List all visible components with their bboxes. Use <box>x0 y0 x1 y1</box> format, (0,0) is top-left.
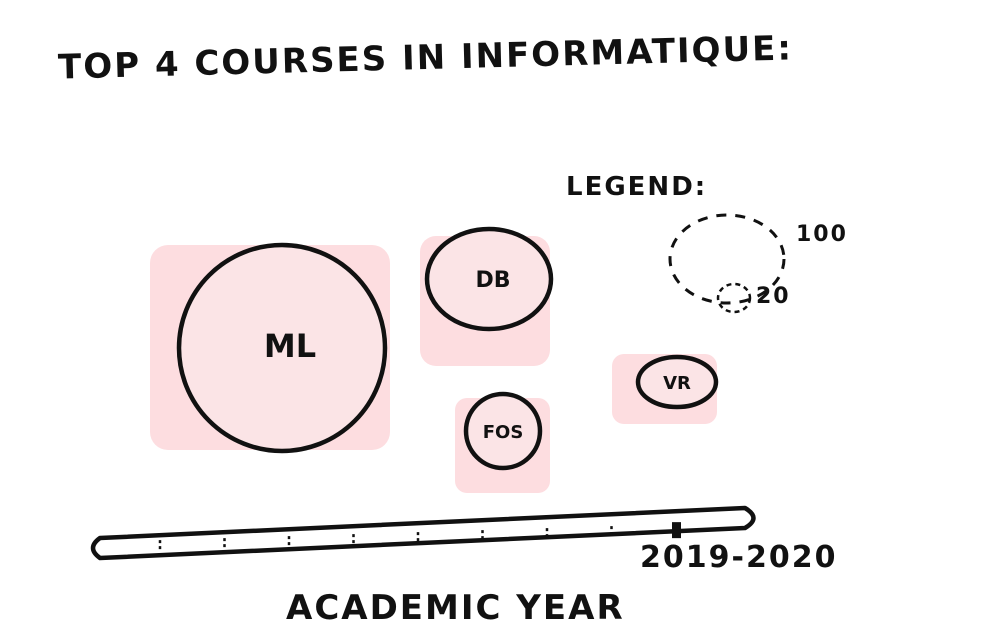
legend-title: LEGEND: <box>566 172 708 202</box>
bubble-label-vr: VR <box>663 373 691 394</box>
timeline-slider[interactable] <box>90 505 756 561</box>
timeline-selected-year: 2019-2020 <box>640 540 838 575</box>
legend-size-small-label: 20 <box>756 284 791 309</box>
timeline-ticks <box>158 524 678 553</box>
bubble-db: DB <box>424 226 554 332</box>
bubble-fos: FOS <box>463 391 543 471</box>
bubble-vr: VR <box>635 354 719 410</box>
legend-circle-large <box>668 213 786 305</box>
x-axis-title: ACADEMIC YEAR <box>286 588 625 628</box>
bubble-label-ml: ML <box>264 327 316 365</box>
bubble-ml: ML <box>176 242 388 454</box>
timeline-track[interactable] <box>90 505 756 561</box>
timeline-handle[interactable] <box>672 522 681 539</box>
legend-circle-small <box>716 282 752 314</box>
legend-size-large-label: 100 <box>796 222 848 247</box>
bubble-label-fos: FOS <box>483 422 524 443</box>
bubble-label-db: DB <box>475 268 510 293</box>
